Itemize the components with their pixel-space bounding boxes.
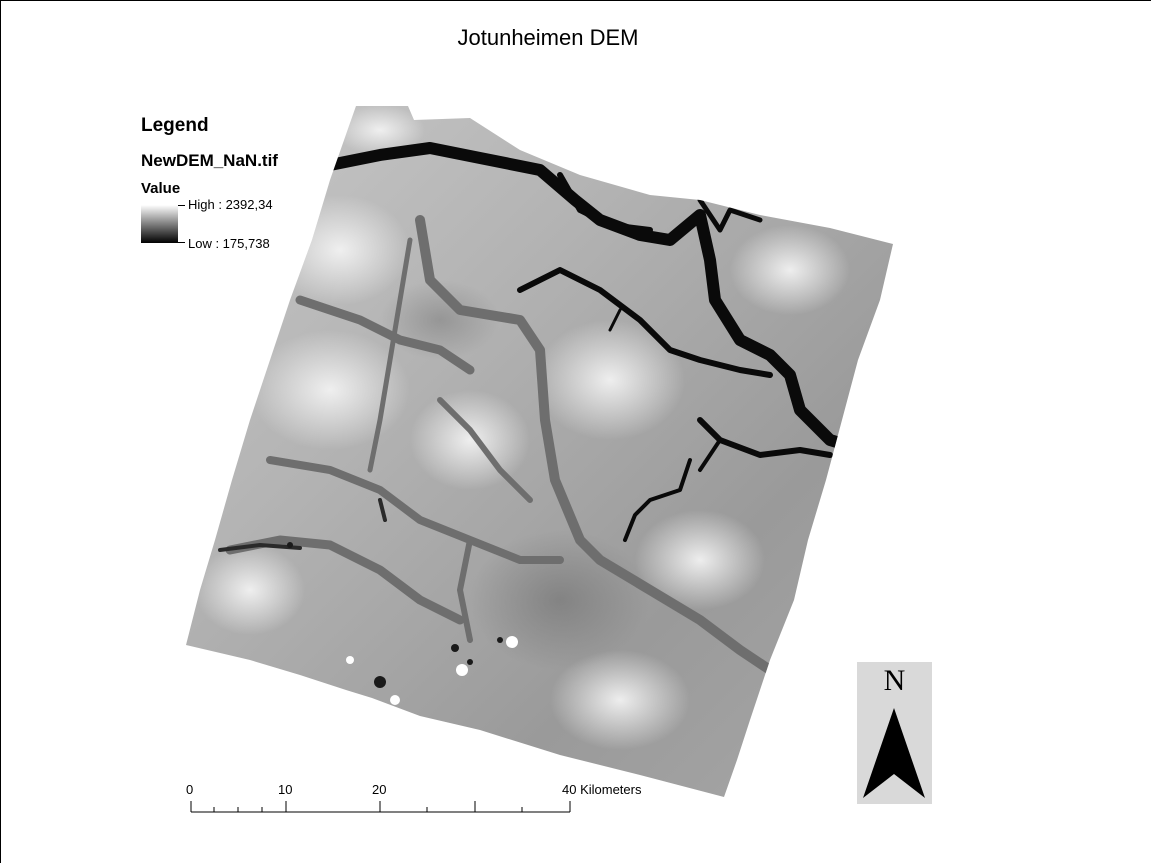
legend: Legend NewDEM_NaN.tif Value High : 2392,… <box>141 115 278 251</box>
map-title: Jotunheimen DEM <box>457 25 639 50</box>
legend-field-name: Value <box>141 180 181 197</box>
scale-label-0: 0 <box>186 782 194 797</box>
legend-high-tick <box>178 205 185 206</box>
north-letter: N <box>883 664 906 697</box>
legend-low-label: Low : 175,738 <box>188 236 270 251</box>
legend-high-label: High : 2392,34 <box>188 197 273 212</box>
legend-color-ramp <box>141 205 178 243</box>
north-arrow: N <box>857 662 932 804</box>
scale-label-10: 10 <box>278 782 293 797</box>
legend-low-tick <box>178 242 185 243</box>
scale-label-20: 20 <box>372 782 387 797</box>
north-arrow-icon <box>863 708 925 798</box>
legend-heading: Legend <box>141 115 209 136</box>
legend-layer-name: NewDEM_NaN.tif <box>141 151 278 170</box>
scale-label-40: 40 Kilometers <box>562 782 642 797</box>
